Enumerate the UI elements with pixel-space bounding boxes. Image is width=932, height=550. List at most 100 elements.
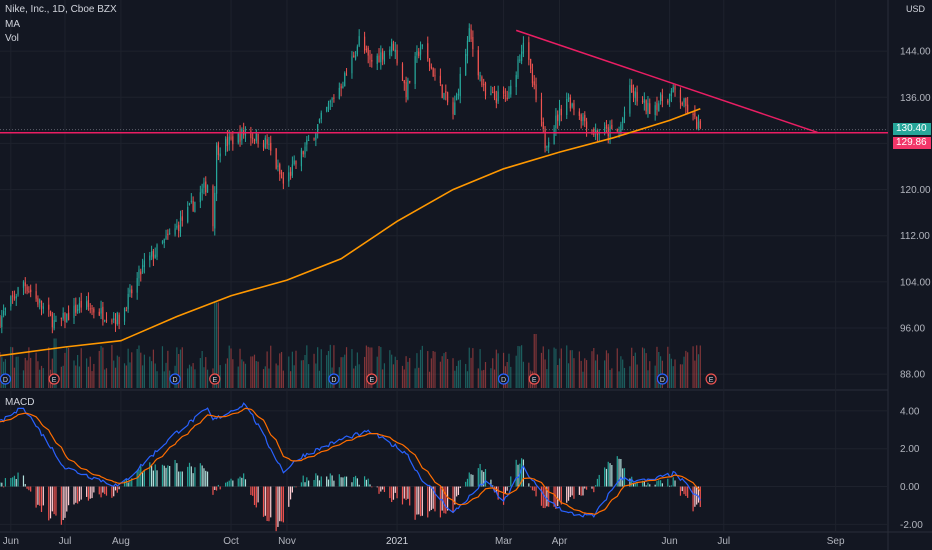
vol-legend[interactable]: Vol [5,33,19,44]
candle-body [616,128,618,132]
candle-body [622,118,624,123]
macd-histogram-bar [80,486,82,500]
macd-histogram-bar [244,479,247,487]
macd-histogram-bar [212,486,214,495]
candle-body [546,146,548,148]
volume-bar [12,347,14,388]
macd-histogram-bar [315,473,317,487]
candle-body [270,142,272,151]
volume-bar [214,302,216,388]
macd-histogram-bar [156,470,158,487]
volume-bar [62,365,64,388]
candle-body [508,92,510,99]
volume-bar [64,352,66,388]
macd-histogram-bar [140,466,142,487]
volume-bar [203,367,205,388]
candle-body [593,128,595,135]
candle-body [250,131,252,139]
candle-body [53,320,55,329]
volume-bar [178,353,180,388]
macd-legend[interactable]: MACD [5,397,35,408]
macd-histogram-bar [270,486,272,518]
volume-bar [243,361,245,388]
candle-body [687,104,689,114]
candle-body [607,127,609,137]
candle-body [661,95,663,102]
volume-bar [535,334,537,388]
macd-histogram-bar [522,459,525,487]
macd-histogram-bar [91,486,93,499]
macd-histogram-bar [459,486,461,489]
macd-histogram-bar [255,486,257,508]
candle-body [481,76,483,86]
volume-bar [490,368,492,388]
candle-body [531,69,534,84]
macd-histogram-bar [472,474,474,487]
candle-body [215,145,218,194]
macd-histogram-bar [302,475,304,487]
volume-bar [179,349,182,388]
volume-bar [493,369,496,388]
macd-histogram-bar [634,482,636,487]
earnings-marker-label: E [212,377,217,384]
candle-body [67,312,70,321]
volume-bar [205,357,207,388]
candle-body [194,202,196,213]
volume-bar [645,353,647,388]
volume-bar [239,348,241,388]
macd-histogram-bar [535,486,537,497]
candle-body [439,75,441,84]
volume-bar [351,349,353,388]
macd-histogram-bar [201,465,203,487]
volume-bar [329,344,331,388]
volume-bar [181,347,183,388]
macd-histogram-bar [508,485,510,487]
macd-histogram-bar [595,485,597,487]
macd-histogram-bar [528,483,530,487]
candle-body [205,181,207,193]
candle-body [129,289,131,293]
volume-bar [194,369,196,388]
candle-body [87,299,90,307]
candle-body [670,90,673,97]
candle-body [681,102,683,105]
candle-body [318,118,321,123]
candle-body [699,120,701,129]
earnings-marker-label: E [52,377,57,384]
candle-body [604,127,606,133]
candle-body [317,124,319,132]
volume-bar [647,370,649,388]
volume-bar [237,366,239,388]
volume-bar [634,352,636,388]
volume-bar [439,361,441,388]
candle-body [483,84,485,86]
candle-body [174,228,176,235]
macd-histogram-bar [333,480,335,487]
candle-body [190,200,192,202]
currency-label[interactable]: USD [906,4,926,14]
volume-bar [100,345,102,388]
candle-body [13,297,16,299]
volume-bar [391,354,393,388]
volume-bar [421,345,423,388]
macd-histogram-bar [127,482,129,487]
macd-histogram-bar [111,486,113,498]
macd-histogram-bar [378,486,380,494]
ma-legend[interactable]: MA [5,19,20,30]
volume-bar [510,366,512,388]
volume-bar [649,361,651,388]
volume-bar [241,359,243,388]
macd-histogram-bar [86,486,88,497]
macd-tick-label: 2.00 [900,444,920,455]
macd-histogram-bar [129,479,131,487]
macd-histogram-bar [580,486,582,496]
candle-body [257,134,259,144]
volume-bar [465,363,467,388]
volume-bar [304,354,306,388]
volume-bar [151,361,153,388]
macd-histogram-bar [604,467,606,487]
candle-body [484,82,487,96]
macd-histogram-bar [280,486,283,522]
volume-bar [358,364,360,388]
